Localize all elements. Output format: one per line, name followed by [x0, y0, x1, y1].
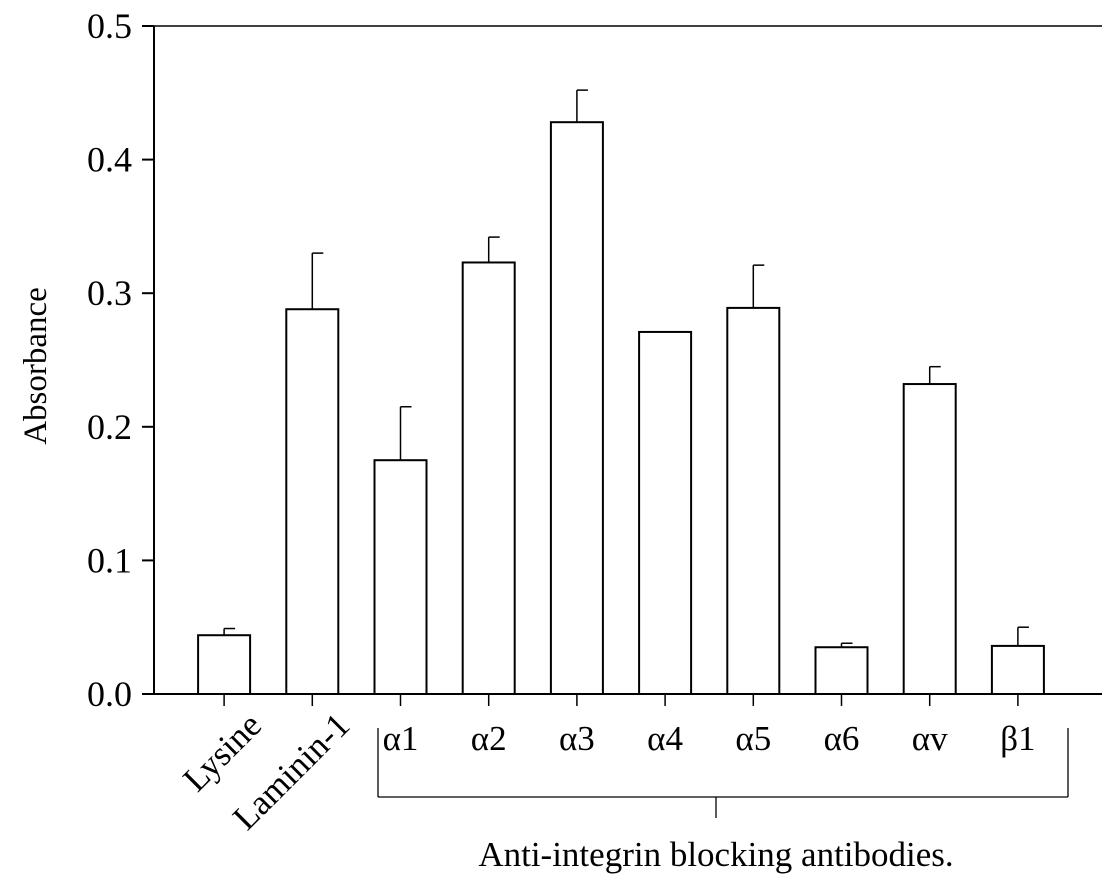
bar: [461, 261, 516, 695]
x-tick-label: α1: [383, 719, 419, 758]
y-axis-title: Absorbance: [18, 287, 54, 445]
y-tick-label: 0.0: [87, 674, 132, 714]
group-bracket: [377, 728, 1069, 818]
y-tick-label: 0.1: [87, 540, 132, 580]
bar: [902, 383, 957, 695]
bar: [197, 634, 252, 696]
bar: [814, 646, 869, 695]
x-tick-label: α2: [471, 719, 507, 758]
x-tick-label: α4: [647, 719, 683, 758]
group-label: Anti-integrin blocking antibodies.: [478, 835, 953, 874]
x-tick-label: β1: [1000, 719, 1035, 758]
bar: [285, 308, 340, 695]
x-tick-label: α6: [824, 719, 860, 758]
bar: [549, 121, 604, 695]
bar: [726, 306, 781, 695]
y-tick-label: 0.4: [87, 140, 132, 180]
bar: [373, 459, 428, 696]
x-tick-label: αv: [912, 719, 948, 758]
y-ticks: 0.0 0.1 0.2 0.3 0.4 0.5: [87, 6, 154, 714]
bars: [197, 89, 1045, 706]
bar: [990, 644, 1045, 695]
y-tick-label: 0.2: [87, 407, 132, 447]
x-tick-label: α3: [559, 719, 595, 758]
bar: [638, 330, 693, 695]
x-tick-label: α5: [735, 719, 771, 758]
y-tick-label: 0.3: [87, 273, 132, 313]
y-tick-label: 0.5: [87, 6, 132, 46]
